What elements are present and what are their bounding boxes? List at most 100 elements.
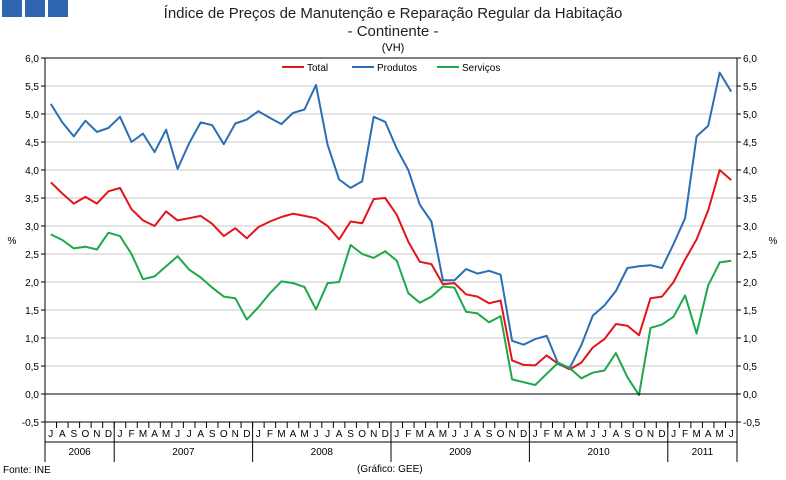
y-tick-label-right: 0,5 <box>743 362 757 373</box>
unit-label: (VH) <box>381 42 405 54</box>
grid <box>45 57 737 423</box>
month-label: N <box>370 429 377 440</box>
year-label: 2009 <box>449 447 472 458</box>
month-label: N <box>93 429 100 440</box>
legend-label: Serviços <box>462 63 500 74</box>
month-label: A <box>290 429 297 440</box>
y-tick-label-right: 4,5 <box>743 138 757 149</box>
month-label: A <box>428 429 435 440</box>
month-label: J <box>729 429 734 440</box>
chart-credit: (Gráfico: GEE) <box>357 464 423 475</box>
y-tick-label-right: -0,5 <box>743 418 761 429</box>
month-label: M <box>554 429 562 440</box>
logo-square-2 <box>25 0 45 17</box>
y-axis-label-right: % <box>769 236 778 247</box>
y-axis-label-left: % <box>8 236 17 247</box>
y-tick-label-right: 5,0 <box>743 110 757 121</box>
series-line-serviços <box>50 231 732 397</box>
month-label: J <box>602 429 607 440</box>
y-tick-label-right: 5,5 <box>743 82 757 93</box>
month-label: S <box>70 429 77 440</box>
month-label: O <box>497 429 505 440</box>
month-label: J <box>314 429 319 440</box>
month-label: J <box>117 429 122 440</box>
month-label: M <box>577 429 585 440</box>
month-label: J <box>590 429 595 440</box>
y-tick-label-left: 3,5 <box>25 194 39 205</box>
month-label: A <box>474 429 481 440</box>
y-tick-label-right: 1,0 <box>743 334 757 345</box>
month-label: J <box>175 429 180 440</box>
y-tick-label-right: 1,5 <box>743 306 757 317</box>
axes: -0,5 -0,5 0,0 0,0 0,5 0,5 1,0 1,0 1,5 1,5 2,0 2,0 2,… <box>8 54 778 462</box>
logo-square-3 <box>48 0 68 17</box>
month-label: M <box>139 429 147 440</box>
month-label: M <box>439 429 447 440</box>
y-tick-label-left: -0,5 <box>22 418 40 429</box>
month-label: A <box>59 429 66 440</box>
month-label: M <box>716 429 724 440</box>
y-tick-label-left: 0,5 <box>25 362 39 373</box>
month-label: F <box>405 429 411 440</box>
plot-frame <box>44 57 738 423</box>
month-label: F <box>267 429 273 440</box>
month-label: M <box>416 429 424 440</box>
y-tick-label-right: 2,0 <box>743 278 757 289</box>
legend: Total Produtos Serviços <box>282 63 500 74</box>
chart-subtitle: - Continente - <box>347 23 439 40</box>
month-label: M <box>300 429 308 440</box>
month-label: J <box>256 429 261 440</box>
year-label: 2010 <box>587 447 610 458</box>
month-label: F <box>128 429 134 440</box>
series-line-produtos <box>49 71 733 369</box>
month-label: D <box>520 429 527 440</box>
legend-label: Total <box>307 63 328 74</box>
month-label: J <box>671 429 676 440</box>
chart-title: Índice de Preços de Manutenção e Reparaç… <box>163 5 623 22</box>
month-label: J <box>463 429 468 440</box>
y-tick-label-left: 2,5 <box>25 250 39 261</box>
month-label: J <box>452 429 457 440</box>
y-tick-label-left: 6,0 <box>25 54 39 65</box>
month-label: M <box>277 429 285 440</box>
source-note: Fonte: INE <box>3 465 51 476</box>
y-tick-label-left: 0,0 <box>25 390 39 401</box>
y-tick-label-left: 3,0 <box>25 222 39 233</box>
series-line-total <box>50 169 732 371</box>
y-tick-label-right: 0,0 <box>743 390 757 401</box>
month-label: D <box>105 429 112 440</box>
legend-label: Produtos <box>377 63 417 74</box>
y-tick-label-right: 3,5 <box>743 194 757 205</box>
year-label: 2006 <box>68 447 91 458</box>
month-label: N <box>232 429 239 440</box>
month-label: J <box>187 429 192 440</box>
y-tick-label-left: 5,5 <box>25 82 39 93</box>
month-label: A <box>566 429 573 440</box>
y-tick-label-right: 6,0 <box>743 54 757 65</box>
month-label: J <box>394 429 399 440</box>
month-label: S <box>486 429 493 440</box>
month-label: D <box>243 429 250 440</box>
month-label: N <box>647 429 654 440</box>
month-label: J <box>533 429 538 440</box>
y-tick-label-left: 1,0 <box>25 334 39 345</box>
month-label: A <box>705 429 712 440</box>
month-label: M <box>162 429 170 440</box>
month-label: A <box>197 429 204 440</box>
month-label: S <box>347 429 354 440</box>
year-label: 2007 <box>172 447 195 458</box>
y-tick-label-left: 5,0 <box>25 110 39 121</box>
month-label: N <box>508 429 515 440</box>
month-label: S <box>209 429 216 440</box>
series-lines <box>49 71 733 397</box>
month-label: D <box>658 429 665 440</box>
month-label: A <box>336 429 343 440</box>
month-label: O <box>635 429 643 440</box>
month-label: O <box>220 429 228 440</box>
y-tick-label-left: 2,0 <box>25 278 39 289</box>
year-label: 2011 <box>692 447 714 458</box>
y-tick-label-left: 1,5 <box>25 306 39 317</box>
y-tick-label-left: 4,5 <box>25 138 39 149</box>
month-label: D <box>382 429 389 440</box>
